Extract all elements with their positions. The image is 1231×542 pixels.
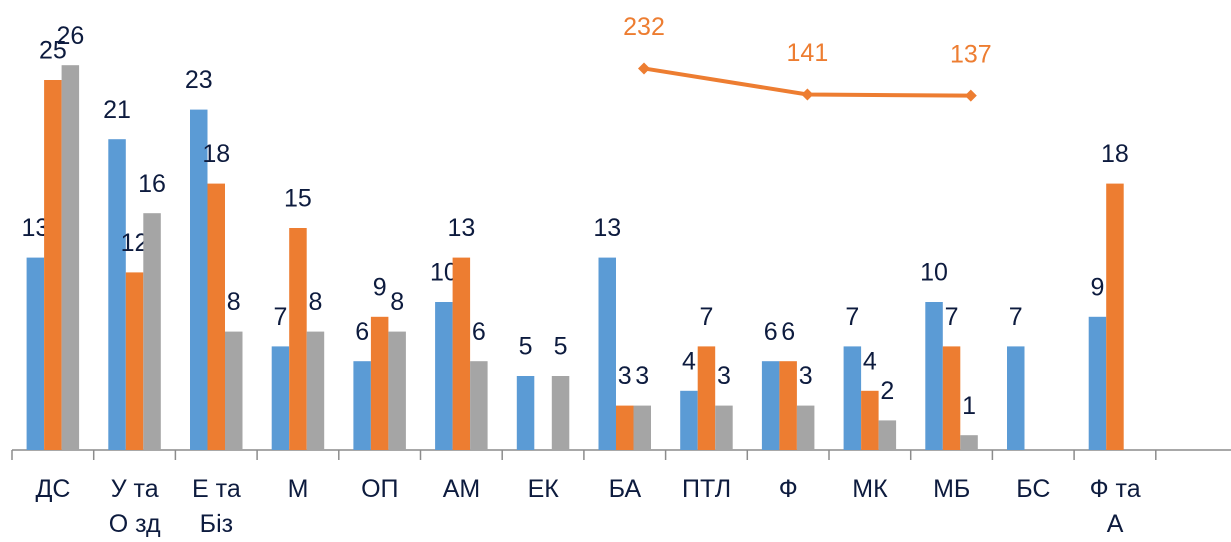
data-label: 7: [845, 303, 859, 331]
data-label: 8: [308, 288, 322, 316]
data-label: 3: [618, 362, 632, 390]
bar: [306, 331, 325, 450]
data-label: 232: [623, 13, 665, 41]
x-tick-label: У та О зд: [108, 475, 161, 538]
x-tick-label: МБ: [933, 475, 971, 503]
x-tick-label: ДС: [35, 475, 71, 503]
data-label: 10: [920, 259, 948, 287]
data-label: 3: [717, 362, 731, 390]
line-marker: [801, 88, 814, 101]
bar: [353, 361, 371, 450]
data-label: 4: [682, 347, 696, 375]
bar: [925, 302, 943, 450]
data-label: 5: [554, 333, 568, 361]
data-label: 3: [635, 362, 649, 390]
line-marker: [964, 89, 977, 102]
bar: [633, 405, 651, 450]
x-tick-label: БС: [1016, 475, 1051, 503]
data-label: 7: [699, 303, 713, 331]
data-label: 6: [355, 318, 369, 346]
data-label: 26: [56, 22, 84, 50]
bar: [452, 257, 471, 450]
bar: [143, 213, 161, 450]
bar: [878, 420, 897, 450]
data-label: 7: [945, 303, 959, 331]
data-label: 13: [593, 214, 621, 242]
bar: [697, 346, 716, 450]
data-label: 2: [880, 377, 894, 405]
bar: [779, 361, 797, 450]
data-label: 6: [472, 318, 486, 346]
data-label: 18: [202, 140, 230, 168]
bar: [960, 435, 978, 450]
x-tick-label: Е та Біз: [192, 475, 241, 538]
bar: [435, 302, 453, 450]
bar: [26, 257, 45, 450]
data-label: 1: [962, 392, 976, 420]
bar: [225, 331, 243, 450]
bar: [289, 228, 307, 450]
bar: [207, 183, 225, 450]
data-label: 25: [39, 37, 67, 65]
data-label: 5: [519, 333, 533, 361]
data-label: 7: [273, 303, 287, 331]
bar: [271, 346, 290, 450]
data-label: 4: [863, 347, 877, 375]
x-tick-label: ОП: [361, 475, 399, 503]
data-label: 16: [138, 170, 166, 198]
data-label: 18: [1101, 140, 1129, 168]
bar: [551, 376, 570, 450]
x-tick-label: ЕК: [527, 475, 559, 503]
data-label: 137: [950, 40, 992, 68]
bar: [1088, 316, 1107, 450]
bar: [125, 272, 144, 450]
data-label: 6: [764, 318, 778, 346]
data-label: 7: [1009, 303, 1023, 331]
bar: [190, 109, 208, 450]
data-label: 8: [390, 288, 404, 316]
bar: [796, 405, 815, 450]
bar: [761, 361, 780, 450]
bar: [470, 361, 488, 450]
bar: [942, 346, 961, 450]
bar: [680, 390, 698, 450]
data-label: 8: [227, 288, 241, 316]
bar: [108, 139, 126, 450]
data-label: 9: [373, 273, 387, 301]
data-label: 23: [185, 66, 213, 94]
line-marker: [638, 62, 650, 75]
bar: [861, 390, 879, 450]
data-label: 9: [1090, 273, 1104, 301]
bar: [516, 376, 535, 450]
x-tick-label: БА: [608, 475, 642, 503]
bar: [61, 65, 80, 450]
data-label: 21: [103, 96, 131, 124]
bar: [715, 405, 733, 450]
bar: [44, 80, 62, 450]
bar: [1007, 346, 1025, 450]
data-label: 141: [787, 39, 829, 67]
data-label: 15: [284, 185, 312, 213]
data-label: 13: [447, 214, 475, 242]
bar: [1106, 183, 1124, 450]
bar: [370, 316, 389, 450]
bar: [843, 346, 862, 450]
bar: [598, 257, 616, 450]
x-tick-label: М: [287, 475, 309, 503]
bar: [388, 331, 406, 450]
x-tick-label: АМ: [442, 475, 481, 503]
x-tick-label: ПТЛ: [682, 475, 732, 503]
x-tick-label: МК: [852, 475, 888, 503]
bar: [616, 405, 634, 450]
data-label: 3: [799, 362, 813, 390]
data-label: 6: [781, 318, 795, 346]
x-tick-label: Ф: [778, 475, 798, 503]
x-tick-label: Ф та А: [1089, 475, 1141, 538]
